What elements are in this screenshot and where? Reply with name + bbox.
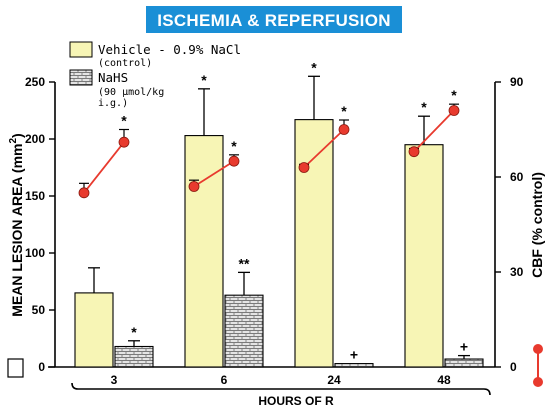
cbf-segment [303, 128, 345, 169]
legend-sublabel-nahs-line1: (90 µmol/kg [98, 87, 164, 98]
cbf-annotation: * [121, 113, 127, 129]
bar-nahs [334, 363, 374, 368]
x-axis-title: HOURS OF R [258, 394, 334, 408]
cbf-key-dot-top [533, 344, 543, 354]
y2-tick-label: 30 [510, 265, 524, 279]
annotation-vehicle: * [201, 72, 207, 88]
bar-nahs [224, 294, 264, 368]
y-tick-label: 50 [32, 303, 46, 317]
y-tick-label: 150 [25, 189, 45, 203]
chart-title: ISCHEMIA & REPERFUSION [157, 11, 391, 30]
cbf-segment [83, 141, 125, 194]
x-axis-bracket [71, 382, 491, 396]
y2-axis-title: CBF (% control) [529, 172, 545, 278]
title-banner: ISCHEMIA & REPERFUSION [146, 6, 402, 33]
cbf-point [408, 146, 420, 158]
x-tick-label: 6 [221, 373, 228, 387]
y-axis-title-superscript: 2 [8, 138, 19, 144]
cbf-segment [413, 109, 455, 153]
y2-tick-label: 60 [510, 170, 524, 184]
cbf-annotation: * [451, 87, 457, 103]
cbf-annotation: * [231, 138, 237, 154]
cbf-segment [193, 160, 235, 188]
annotation-vehicle: * [421, 99, 427, 115]
annotation-nahs: + [460, 339, 468, 355]
legend-sublabel-nahs-line2: i.g.) [98, 98, 128, 109]
bar-nahs [444, 358, 484, 368]
annotation-nahs: * [131, 324, 137, 340]
cbf-point [228, 155, 240, 167]
legend-swatch-vehicle [69, 41, 93, 58]
y-tick-label: 200 [25, 132, 45, 146]
cbf-key [533, 344, 543, 387]
y-axis-title-text: MEAN LESION AREA (mm [9, 144, 25, 317]
annotation-vehicle: * [311, 59, 317, 75]
y-axis-left-ticks: 0 50 100 150 200 250 [25, 75, 55, 374]
legend-label-nahs: NaHS [98, 70, 128, 85]
left-key-box [7, 358, 24, 378]
cbf-annotation: * [341, 103, 347, 119]
cbf-point [78, 187, 90, 199]
y-tick-label: 0 [38, 360, 45, 374]
bar-vehicle [184, 135, 224, 368]
bar-vehicle [294, 119, 334, 368]
x-axis-labels: 3 6 24 48 [111, 373, 451, 387]
y2-tick-label: 90 [510, 75, 524, 89]
y2-tick-label: 0 [510, 360, 517, 374]
cbf-point [338, 124, 350, 135]
cbf-point [118, 136, 130, 148]
legend-swatch-nahs [69, 69, 93, 86]
annotation-nahs: + [350, 347, 358, 363]
bar-nahs [114, 345, 154, 368]
y-axis-right-ticks: 0 30 60 90 [495, 75, 524, 374]
legend-label-vehicle: Vehicle - 0.9% NaCl [98, 42, 241, 57]
legend: Vehicle - 0.9% NaCl (control) NaHS (90 µ… [69, 41, 241, 109]
x-tick-label: 24 [327, 373, 341, 387]
x-tick-label: 48 [437, 373, 451, 387]
bar-vehicle [404, 144, 444, 368]
y-tick-label: 250 [25, 75, 45, 89]
y-axis-title-close: ) [9, 133, 25, 138]
legend-sublabel-vehicle: (control) [98, 58, 152, 69]
bars-layer: *****+*+ [74, 59, 484, 368]
bar-vehicle [74, 292, 114, 368]
y-tick-label: 100 [25, 246, 45, 260]
cbf-point [448, 105, 460, 116]
cbf-layer: * * * * [78, 87, 460, 199]
cbf-point [298, 162, 310, 173]
cbf-point [188, 181, 200, 192]
cbf-key-dot-bottom [533, 377, 543, 387]
annotation-nahs: ** [239, 255, 250, 271]
title-background [146, 6, 402, 33]
x-tick-label: 3 [111, 373, 118, 387]
y-axis-title: MEAN LESION AREA (mm2) [8, 133, 25, 316]
